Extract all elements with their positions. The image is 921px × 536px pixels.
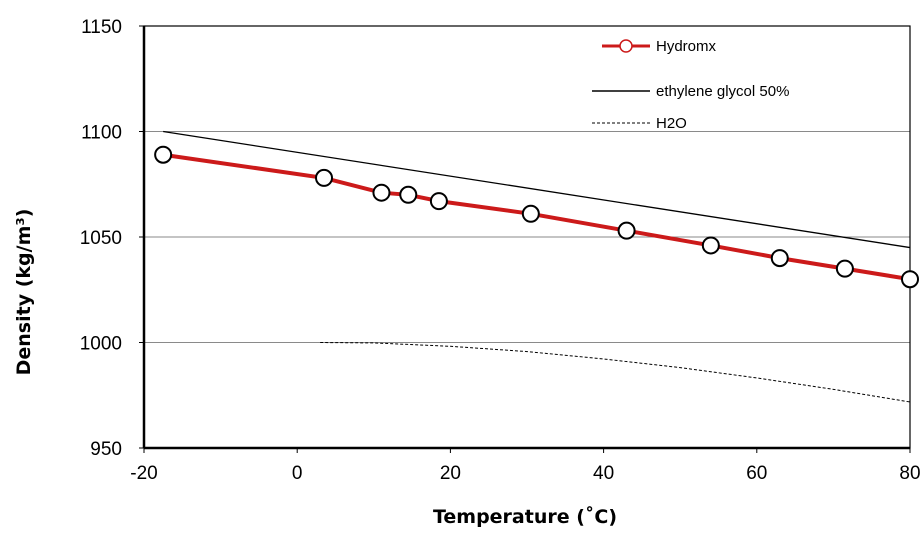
x-tick-label: 80 — [899, 463, 920, 484]
legend-label-h2o: H2O — [656, 115, 687, 132]
data-point — [835, 259, 854, 278]
y-tick-label: 1050 — [80, 228, 122, 249]
x-tick-label: 40 — [593, 463, 614, 484]
data-point — [154, 145, 173, 164]
legend-label-hydromx: Hydromx — [656, 38, 717, 55]
y-tick-label: 1100 — [81, 123, 122, 144]
data-point — [372, 183, 391, 202]
x-tick-label: 20 — [440, 463, 461, 484]
y-tick-label: 950 — [90, 439, 122, 460]
data-point — [315, 168, 334, 187]
series-layer — [154, 130, 919, 403]
data-point — [521, 204, 540, 223]
legend-marker-hydromx — [619, 39, 633, 53]
data-point — [901, 270, 919, 289]
data-point — [429, 192, 448, 211]
x-tick-label: -20 — [130, 463, 157, 484]
data-point — [617, 221, 636, 240]
x-axis-title: Temperature (˚C) — [433, 505, 617, 528]
series-line-ethylene-glycol-50 — [163, 130, 911, 249]
plot-frame — [139, 25, 911, 453]
data-point — [399, 185, 418, 204]
x-tick-label: 0 — [292, 463, 303, 484]
series-line-h2o — [320, 342, 911, 403]
y-axis-title: Density (kg/m³) — [13, 209, 35, 376]
legend: Hydromx ethylene glycol 50% H2O — [592, 38, 789, 132]
y-tick-label: 1150 — [81, 17, 122, 38]
gridlines — [144, 131, 910, 343]
data-point — [770, 249, 789, 268]
tick-labels: 950 1000 1050 1100 1150 -20 0 20 40 60 80 — [80, 17, 921, 484]
x-tick-label: 60 — [746, 463, 767, 484]
data-point — [701, 236, 720, 255]
legend-label-ethylene-glycol-50: ethylene glycol 50% — [656, 83, 789, 100]
y-tick-label: 1000 — [80, 334, 122, 355]
